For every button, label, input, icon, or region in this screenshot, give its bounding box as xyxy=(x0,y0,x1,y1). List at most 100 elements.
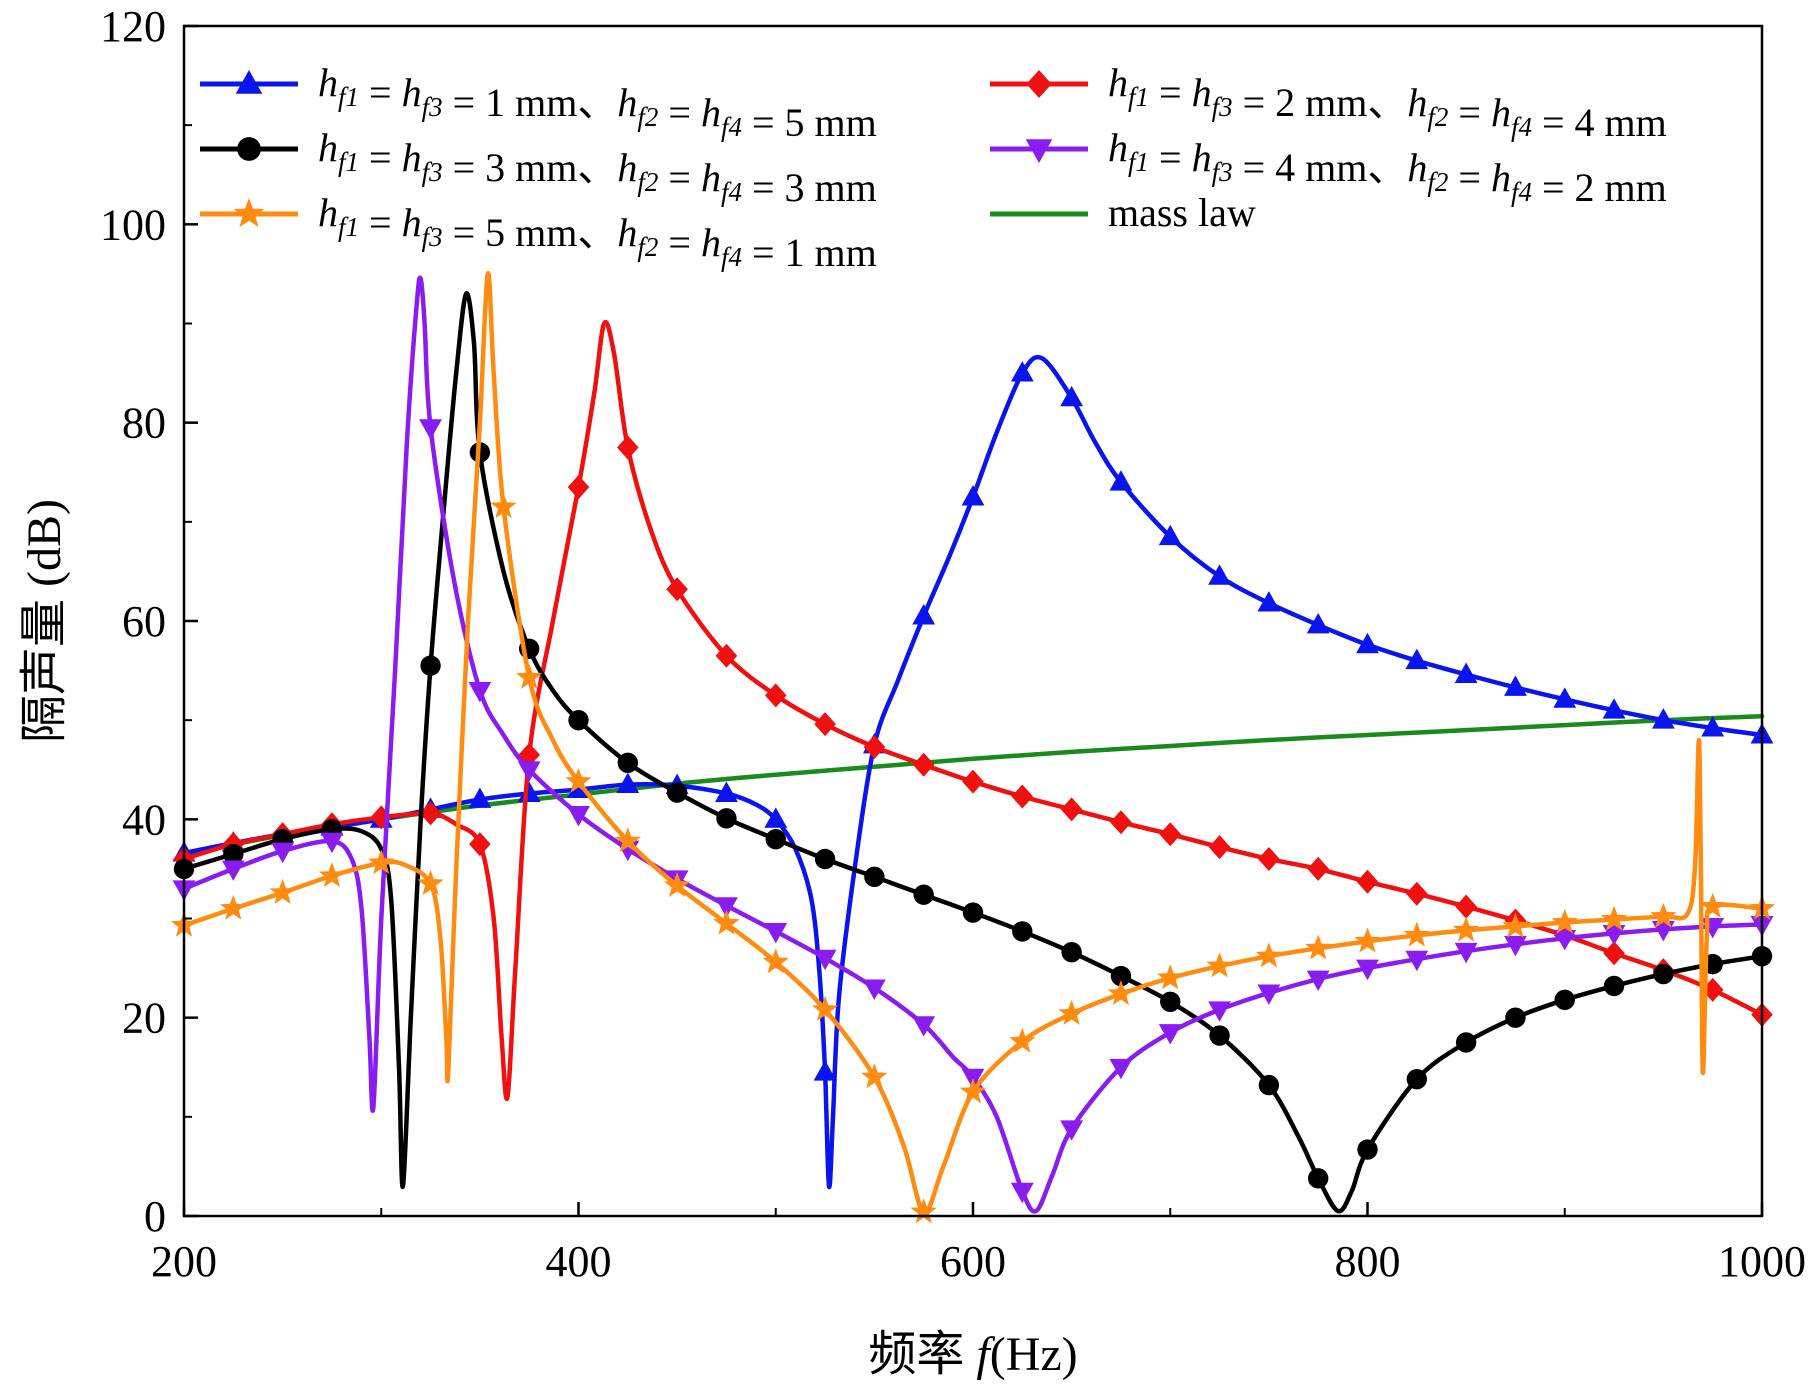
series-2-point xyxy=(1603,941,1625,966)
series-1-point xyxy=(1208,564,1231,585)
series-4-point xyxy=(1454,942,1478,964)
legend-subscript: f2 xyxy=(637,102,658,132)
legend-subscript: f2 xyxy=(1427,167,1448,197)
legend-text-part: = xyxy=(443,210,486,255)
legend-subscript: f3 xyxy=(422,222,443,252)
x-tick-label: 600 xyxy=(940,1237,1006,1286)
series-2-point xyxy=(1060,797,1083,822)
series-4-point xyxy=(813,949,837,971)
series-2-point xyxy=(1011,784,1034,809)
series-5-point xyxy=(1650,902,1677,928)
series-1-point xyxy=(1454,662,1478,683)
series-3-line xyxy=(181,291,1765,1214)
series-5-point xyxy=(910,1198,937,1224)
series-4-point xyxy=(320,832,344,854)
series-5-point xyxy=(1551,908,1578,934)
legend-text-part: = xyxy=(1233,145,1276,190)
legend-entry-6: mass law xyxy=(990,190,1256,235)
legend-text-part: = xyxy=(443,80,486,125)
legend-text-part: h xyxy=(318,190,338,235)
legend-text-part: = xyxy=(742,230,785,275)
series-2 xyxy=(173,319,1773,1102)
series-1-point xyxy=(1701,716,1725,737)
legend-text-part: h xyxy=(1407,80,1427,125)
series-3 xyxy=(173,291,1773,1214)
series-4-point xyxy=(912,1016,936,1037)
legend-text-part: mm、 xyxy=(505,80,617,125)
series-1-point xyxy=(468,787,492,808)
series-1-point xyxy=(616,772,640,794)
series-2-point xyxy=(1356,869,1379,894)
series-1-point xyxy=(1504,675,1527,696)
y-tick-label: 80 xyxy=(122,399,166,448)
series-5-point xyxy=(1305,934,1332,960)
series-5-point xyxy=(1009,1027,1036,1053)
y-tick-label: 100 xyxy=(100,200,166,249)
series-5-point xyxy=(490,493,517,519)
series-3-point xyxy=(1455,1032,1477,1053)
series-3-point xyxy=(1012,921,1033,942)
series-5-point xyxy=(664,872,691,897)
legend-value-a: 5 xyxy=(485,210,505,255)
series-5-point xyxy=(1157,964,1184,990)
series-4-point xyxy=(1602,924,1626,946)
legend-label: hf1 = hf3 = 1 mm、hf2 = hf4 = 5 mm xyxy=(318,60,877,145)
legend-text-part: h xyxy=(1491,90,1511,135)
legend-value-a: 2 xyxy=(1275,80,1295,125)
series-4-point xyxy=(517,761,541,782)
legend-value-b: 3 xyxy=(785,165,805,210)
legend-text-part: = xyxy=(359,70,402,115)
series-2-point xyxy=(715,643,738,668)
legend-subscript: f1 xyxy=(1128,82,1149,112)
series-5-point xyxy=(1058,999,1085,1025)
series-4-point xyxy=(1060,1120,1084,1141)
series-4-point xyxy=(1109,1058,1133,1080)
series-3-point xyxy=(1653,963,1674,985)
series-3-point xyxy=(913,884,934,905)
legend-text-part: mm xyxy=(1595,100,1667,145)
series-5-point xyxy=(269,878,296,904)
series-1-point xyxy=(813,1060,837,1081)
series-5-point xyxy=(614,827,641,853)
series-2-point xyxy=(1406,881,1428,906)
series-1-point xyxy=(1060,385,1084,407)
series-4-point xyxy=(271,842,295,864)
series-1-point xyxy=(1306,612,1330,634)
series-2-point xyxy=(617,435,639,460)
legend-text-part: h xyxy=(617,80,637,125)
legend-subscript: f3 xyxy=(422,157,443,187)
series-5-point xyxy=(861,1063,888,1089)
legend-text-part: = xyxy=(359,135,402,180)
series-3-point xyxy=(1307,1168,1329,1189)
y-axis-title: 隔声量 (dB) xyxy=(18,499,71,743)
legend-text-part: mm、 xyxy=(1295,145,1407,190)
series-3-point xyxy=(864,866,885,888)
legend-text-part: = xyxy=(1233,80,1276,125)
legend-text-part: mm xyxy=(805,165,877,210)
series-4-point xyxy=(1306,970,1330,991)
series-3-point xyxy=(814,848,836,870)
series-3-point xyxy=(1110,965,1132,987)
series-1-point xyxy=(1257,591,1281,612)
series-4-point xyxy=(567,805,590,827)
legend-text-part: mm xyxy=(805,230,877,275)
legend-subscript: f2 xyxy=(1427,102,1448,132)
legend-text-part: h xyxy=(617,145,637,190)
legend-text-part: mm、 xyxy=(505,210,617,255)
series-2-point xyxy=(912,752,935,777)
series-5-point xyxy=(220,894,247,920)
series-5-point xyxy=(1403,921,1430,947)
series-1-point xyxy=(912,604,936,625)
x-tick-label: 400 xyxy=(546,1237,612,1286)
legend-entry-5: hf1 = hf3 = 5 mm、hf2 = hf4 = 1 mm xyxy=(200,190,877,275)
series-1-point xyxy=(715,781,738,802)
y-tick-label: 40 xyxy=(122,795,166,844)
series-3-point xyxy=(1160,991,1181,1012)
series-5-point xyxy=(811,995,839,1021)
x-tick-label: 200 xyxy=(151,1237,217,1286)
series-4-line xyxy=(181,275,1765,1214)
legend-text-part: h xyxy=(1108,125,1128,170)
series-4-point xyxy=(862,979,886,1000)
legend-text-part: = xyxy=(1448,155,1491,200)
